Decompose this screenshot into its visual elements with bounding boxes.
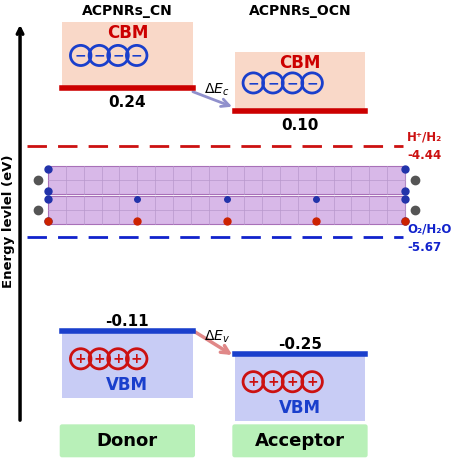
FancyBboxPatch shape xyxy=(48,196,405,224)
Text: −: − xyxy=(287,76,298,90)
FancyBboxPatch shape xyxy=(62,22,192,89)
Text: Energy levlel (eV): Energy levlel (eV) xyxy=(2,154,15,288)
Text: +: + xyxy=(112,352,124,366)
FancyBboxPatch shape xyxy=(235,52,365,112)
Text: −: − xyxy=(75,48,87,62)
Text: −: − xyxy=(93,48,105,62)
Text: VBM: VBM xyxy=(106,376,148,394)
FancyBboxPatch shape xyxy=(232,424,368,457)
Text: CBM: CBM xyxy=(107,24,148,42)
Text: −: − xyxy=(131,48,143,62)
Text: -4.44: -4.44 xyxy=(407,149,442,162)
FancyBboxPatch shape xyxy=(62,331,192,398)
Text: H⁺/H₂: H⁺/H₂ xyxy=(407,131,443,144)
Text: Acceptor: Acceptor xyxy=(255,432,345,450)
Text: +: + xyxy=(267,375,279,389)
Text: ACPNRs_OCN: ACPNRs_OCN xyxy=(249,4,351,18)
Text: +: + xyxy=(131,352,143,366)
Text: CBM: CBM xyxy=(279,54,321,72)
Text: -0.25: -0.25 xyxy=(278,337,322,352)
FancyBboxPatch shape xyxy=(60,424,195,457)
FancyBboxPatch shape xyxy=(235,354,365,420)
Text: Donor: Donor xyxy=(97,432,158,450)
Text: VBM: VBM xyxy=(279,399,321,417)
Text: $\Delta E_c$: $\Delta E_c$ xyxy=(204,81,230,98)
Text: −: − xyxy=(267,76,279,90)
FancyBboxPatch shape xyxy=(48,166,405,194)
Text: O₂/H₂O: O₂/H₂O xyxy=(407,223,452,236)
Text: -0.11: -0.11 xyxy=(106,314,149,329)
Text: −: − xyxy=(306,76,318,90)
Text: ACPNRs_CN: ACPNRs_CN xyxy=(82,4,173,18)
Text: −: − xyxy=(112,48,124,62)
Text: −: − xyxy=(247,76,259,90)
Text: +: + xyxy=(287,375,298,389)
Text: -5.67: -5.67 xyxy=(407,241,441,254)
Text: +: + xyxy=(247,375,259,389)
Text: +: + xyxy=(306,375,318,389)
Text: +: + xyxy=(93,352,105,366)
Text: +: + xyxy=(75,352,87,366)
Text: $\Delta E_v$: $\Delta E_v$ xyxy=(204,329,230,345)
Text: 0.24: 0.24 xyxy=(109,95,146,110)
Text: 0.10: 0.10 xyxy=(281,118,319,133)
